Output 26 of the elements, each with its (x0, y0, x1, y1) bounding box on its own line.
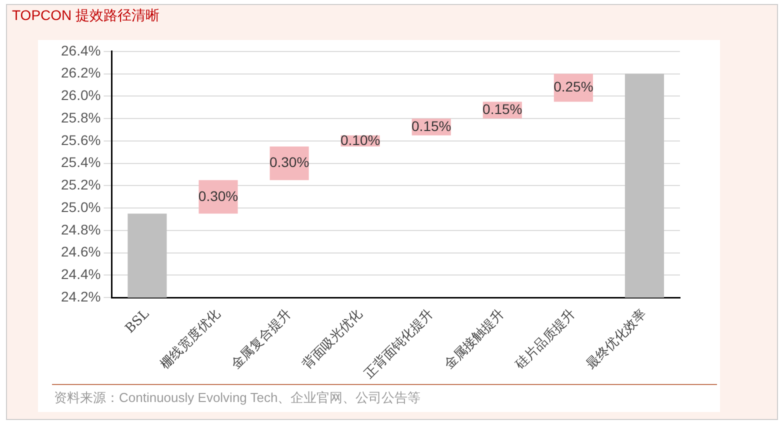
data-label: 0.10% (340, 132, 380, 148)
data-label: 0.15% (412, 118, 452, 134)
y-tick-label: 24.2% (60, 288, 101, 304)
y-tick-label: 25.2% (60, 176, 101, 193)
y-tick-label: 26.2% (60, 64, 101, 81)
y-tick-label: 24.8% (60, 221, 101, 238)
data-label: 0.30% (198, 188, 238, 204)
data-label: 0.30% (269, 154, 310, 170)
text: 资料来源：Continuously Evolving Tech、企业官网、公司公告等 (54, 389, 421, 407)
y-tick-label: 25.8% (60, 109, 101, 126)
x-tick-label: 硅片品质提升 (512, 306, 579, 374)
x-tick-label: 金属复合提升 (228, 306, 295, 373)
x-tick-label: 栅线宽度优化 (157, 306, 224, 373)
y-tick-label: 24.4% (60, 266, 101, 282)
y-tick-label: 24.6% (60, 244, 101, 260)
y-tick-label: 25.0% (60, 198, 101, 215)
y-tick-label: 25.4% (60, 154, 101, 170)
data-label: 0.25% (554, 78, 594, 95)
x-tick-label: 正背面钝化提升 (362, 306, 437, 382)
data-label: 0.15% (482, 101, 522, 118)
y-tick-label: 26.4% (60, 42, 101, 58)
x-tick-label: 最终优化效率 (583, 306, 650, 373)
y-tick-label: 26.0% (60, 87, 101, 104)
y-tick-label: 25.6% (60, 132, 101, 148)
x-tick-label: 金属接触提升 (442, 306, 508, 373)
chart-title: TOPCON 提效路径清晰 (12, 7, 160, 25)
